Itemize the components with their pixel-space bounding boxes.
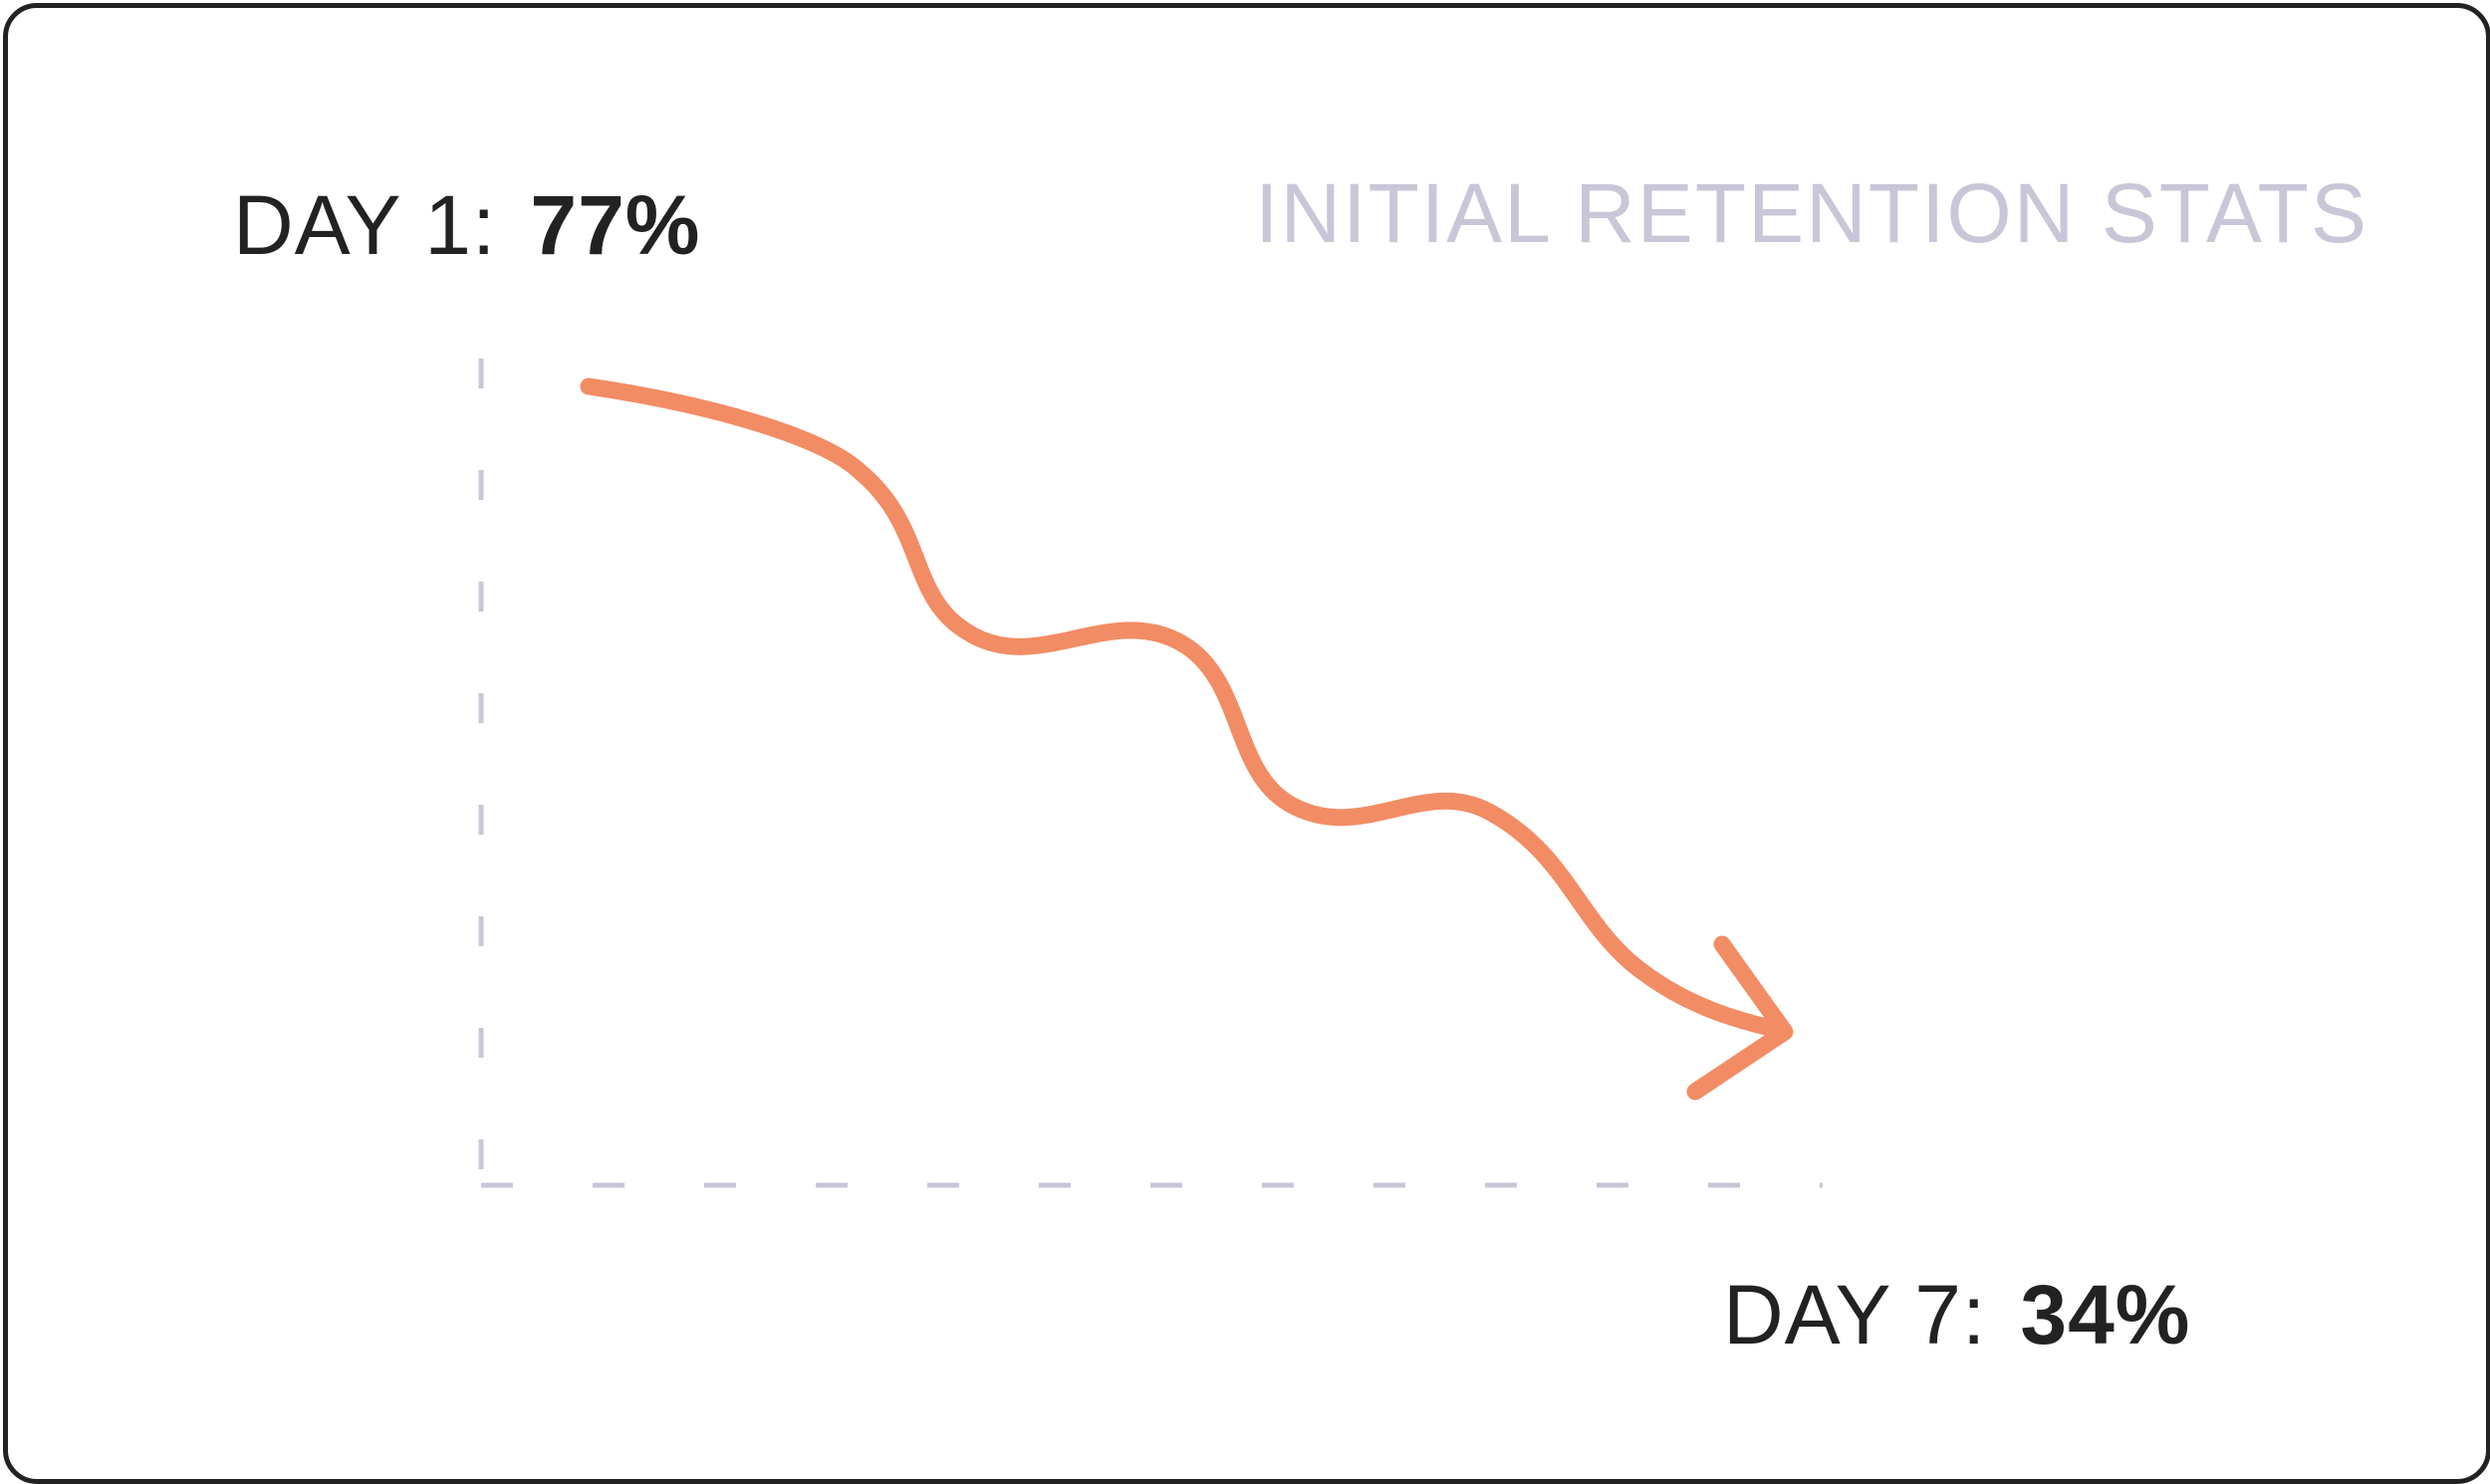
start-day-label: DAY 1: <box>233 178 497 272</box>
end-day-label: DAY 7: <box>1723 1268 1987 1361</box>
end-value-label: 34% <box>2020 1268 2191 1361</box>
start-label: DAY 1: 77% <box>233 183 700 267</box>
chart-card: INITIAL RETENTION STATS DAY 1: 77% DAY 7:… <box>3 3 2490 1484</box>
chart-title: INITIAL RETENTION STATS <box>1255 166 2368 260</box>
trend-line <box>580 377 1792 1040</box>
start-value-label: 77% <box>530 178 701 272</box>
trend-arrowhead <box>1686 935 1794 1101</box>
end-label: DAY 7: 34% <box>1723 1273 2190 1357</box>
